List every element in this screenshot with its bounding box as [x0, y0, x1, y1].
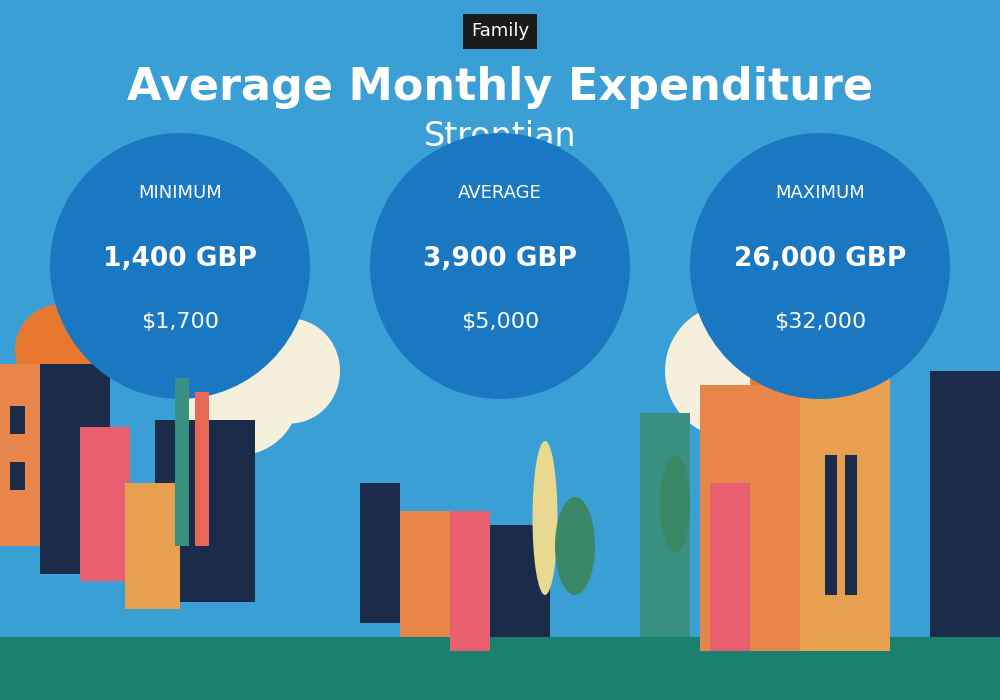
Text: MAXIMUM: MAXIMUM	[775, 183, 865, 202]
Text: 1,400 GBP: 1,400 GBP	[103, 246, 257, 272]
Bar	[80, 427, 130, 581]
Text: 26,000 GBP: 26,000 GBP	[734, 246, 906, 272]
Bar	[930, 371, 1000, 637]
Ellipse shape	[180, 329, 300, 455]
Text: $5,000: $5,000	[461, 312, 539, 332]
Bar	[845, 455, 857, 595]
Ellipse shape	[15, 304, 105, 395]
Ellipse shape	[750, 340, 820, 416]
Ellipse shape	[240, 318, 340, 424]
Bar	[175, 378, 189, 546]
Bar	[800, 371, 890, 651]
Ellipse shape	[690, 133, 950, 399]
Bar	[400, 511, 450, 637]
Bar	[700, 385, 800, 651]
Bar	[0, 364, 55, 546]
Bar	[490, 525, 550, 637]
Bar	[360, 483, 400, 623]
Ellipse shape	[555, 497, 595, 595]
Bar	[125, 483, 180, 609]
Bar	[0, 637, 1000, 700]
Bar	[155, 420, 255, 602]
Text: Average Monthly Expenditure: Average Monthly Expenditure	[127, 66, 873, 109]
Text: 3,900 GBP: 3,900 GBP	[423, 246, 577, 272]
Ellipse shape	[665, 304, 795, 438]
Bar	[450, 511, 490, 651]
Ellipse shape	[730, 336, 830, 448]
Bar	[710, 483, 750, 651]
Ellipse shape	[660, 455, 690, 553]
Text: $1,700: $1,700	[141, 312, 219, 332]
Ellipse shape	[370, 133, 630, 399]
Text: Family: Family	[471, 22, 529, 41]
Text: Strontian: Strontian	[424, 120, 576, 153]
Text: MINIMUM: MINIMUM	[138, 183, 222, 202]
Bar	[195, 392, 209, 546]
Ellipse shape	[50, 133, 310, 399]
Text: 🇬🇧: 🇬🇧	[473, 164, 527, 207]
Text: AVERAGE: AVERAGE	[458, 183, 542, 202]
Bar	[640, 413, 690, 637]
Bar	[825, 455, 837, 595]
Text: $32,000: $32,000	[774, 312, 866, 332]
Bar	[10, 462, 25, 490]
Bar	[10, 406, 25, 434]
Bar	[40, 364, 110, 574]
Ellipse shape	[532, 441, 558, 595]
